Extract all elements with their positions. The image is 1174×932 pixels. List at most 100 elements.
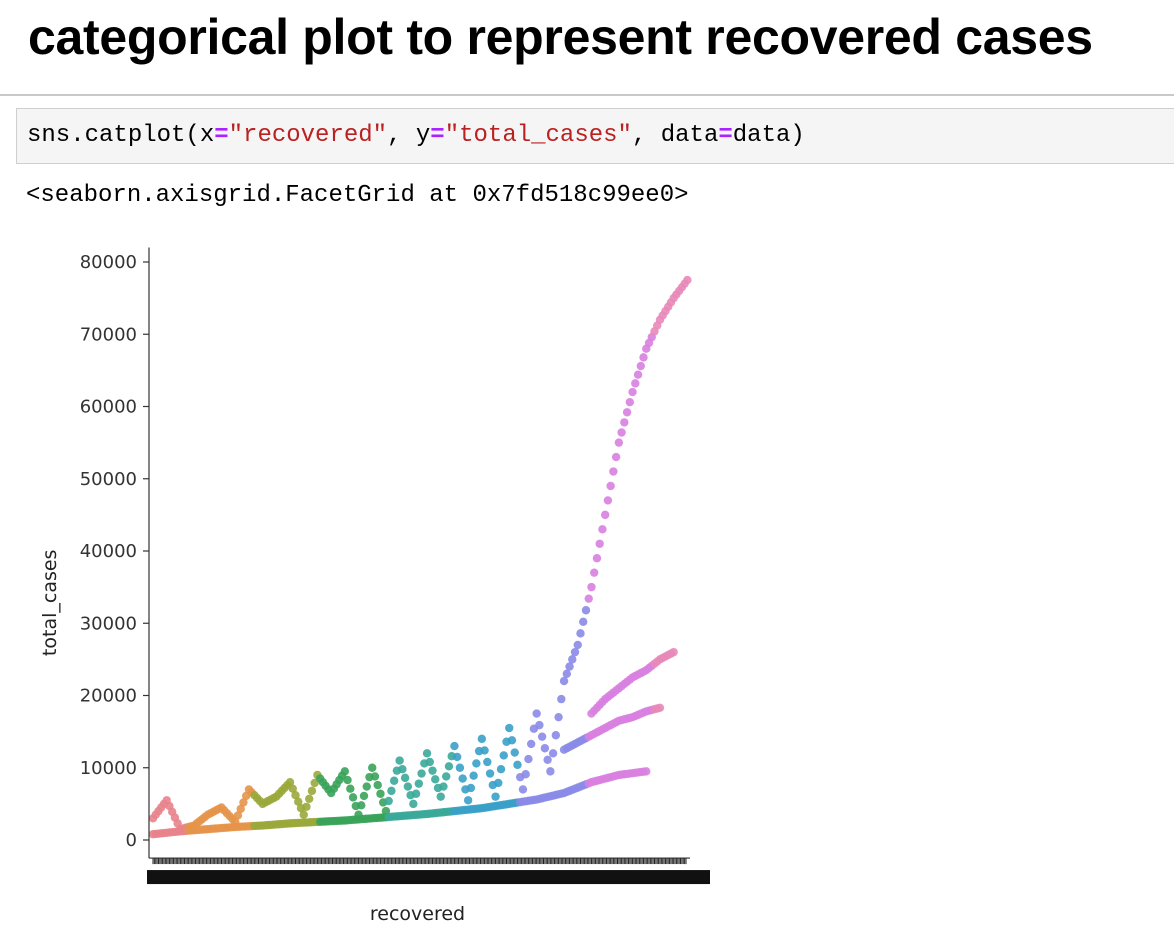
data-point [305,794,314,804]
data-point [307,786,317,796]
data-point [291,791,300,800]
data-point [477,734,487,744]
data-point [431,775,440,784]
data-point [299,810,308,819]
data-point [403,782,413,791]
data-point [546,767,555,776]
code-kw-y: y [415,122,431,149]
data-point [513,760,522,770]
data-point [485,769,495,778]
data-point [614,438,624,447]
data-point [409,799,418,809]
data-point [526,739,536,749]
data-point [496,764,506,774]
data-point [595,539,604,548]
data-point [483,757,492,767]
catplot-chart: 0 10000 20000 30000 40000 50000 60000 70000 8000… [39,247,710,925]
data-point [543,755,552,765]
data-point [521,770,530,779]
data-point [466,783,476,793]
data-point [537,732,547,741]
code-kw-x: x [199,122,215,149]
data-point [683,275,692,285]
x-tick-marks [147,858,710,885]
data-point [348,793,358,802]
data-point [442,772,451,781]
data-point [346,784,355,793]
data-point [455,763,465,772]
data-point [417,769,426,778]
data-point [579,617,588,627]
data-point [606,481,615,491]
data-point [359,791,369,801]
data-point [562,669,571,679]
y-tick-label: 20000 [80,686,137,707]
cell-output: <seaborn.axisgrid.FacetGrid at 0x7fd518c… [26,182,689,209]
data-point [387,786,396,796]
data-point [384,796,393,806]
data-point [398,764,407,774]
y-tick-label: 60000 [80,397,137,418]
data-point [340,767,350,776]
data-point [285,778,295,787]
data-point [458,774,467,783]
code-kw-data: data [660,122,719,149]
data-point [389,776,399,785]
data-point [592,554,602,563]
x-axis-label: recovered [370,903,465,925]
data-point [370,772,380,781]
code-eq-2: = [430,122,445,149]
data-point [576,629,585,638]
data-point [400,773,410,783]
data-point [362,782,371,791]
data-point [548,749,558,758]
data-point [288,784,297,793]
data-point [617,428,626,437]
data-point [598,525,607,534]
data-point [494,778,503,788]
data-point [587,582,596,592]
heading-divider [0,94,1174,96]
code-eq-1: = [214,122,229,149]
data-point [472,759,481,768]
code-str-y: "total_cases" [444,122,632,149]
data-point [450,741,459,751]
data-point [357,801,366,810]
data-point [518,785,528,794]
code-sep-1: , [387,122,416,149]
data-point [414,779,424,788]
data-point [480,746,489,755]
data-point [636,361,645,371]
data-point [452,752,462,762]
data-point [469,771,478,780]
data-point [499,751,508,760]
code-arg-data: data [732,122,791,149]
data-point [584,594,593,603]
data-point [600,510,610,520]
y-tick-label: 40000 [80,541,137,562]
code-close: ) [790,122,805,149]
data-point [551,731,561,740]
data-point [343,775,352,785]
data-point [669,647,678,657]
data-point [294,797,303,806]
code-cell[interactable]: sns.catplot(x="recovered", y="total_case… [16,108,1174,164]
data-point [565,662,574,671]
y-tick-label: 70000 [80,324,137,345]
data-point [368,763,377,772]
data-point [239,798,248,807]
code-str-x: "recovered" [228,122,388,149]
y-tick-label: 10000 [80,758,137,779]
data-point [302,802,311,811]
data-point [463,796,473,805]
data-point [603,496,613,505]
data-point [236,804,245,814]
data-point [631,379,640,388]
data-point [573,640,582,650]
data-point [233,811,243,820]
scatter-points [148,275,692,839]
data-point [373,780,382,790]
data-point [611,452,621,462]
data-point [510,748,519,757]
data-point [554,712,563,722]
